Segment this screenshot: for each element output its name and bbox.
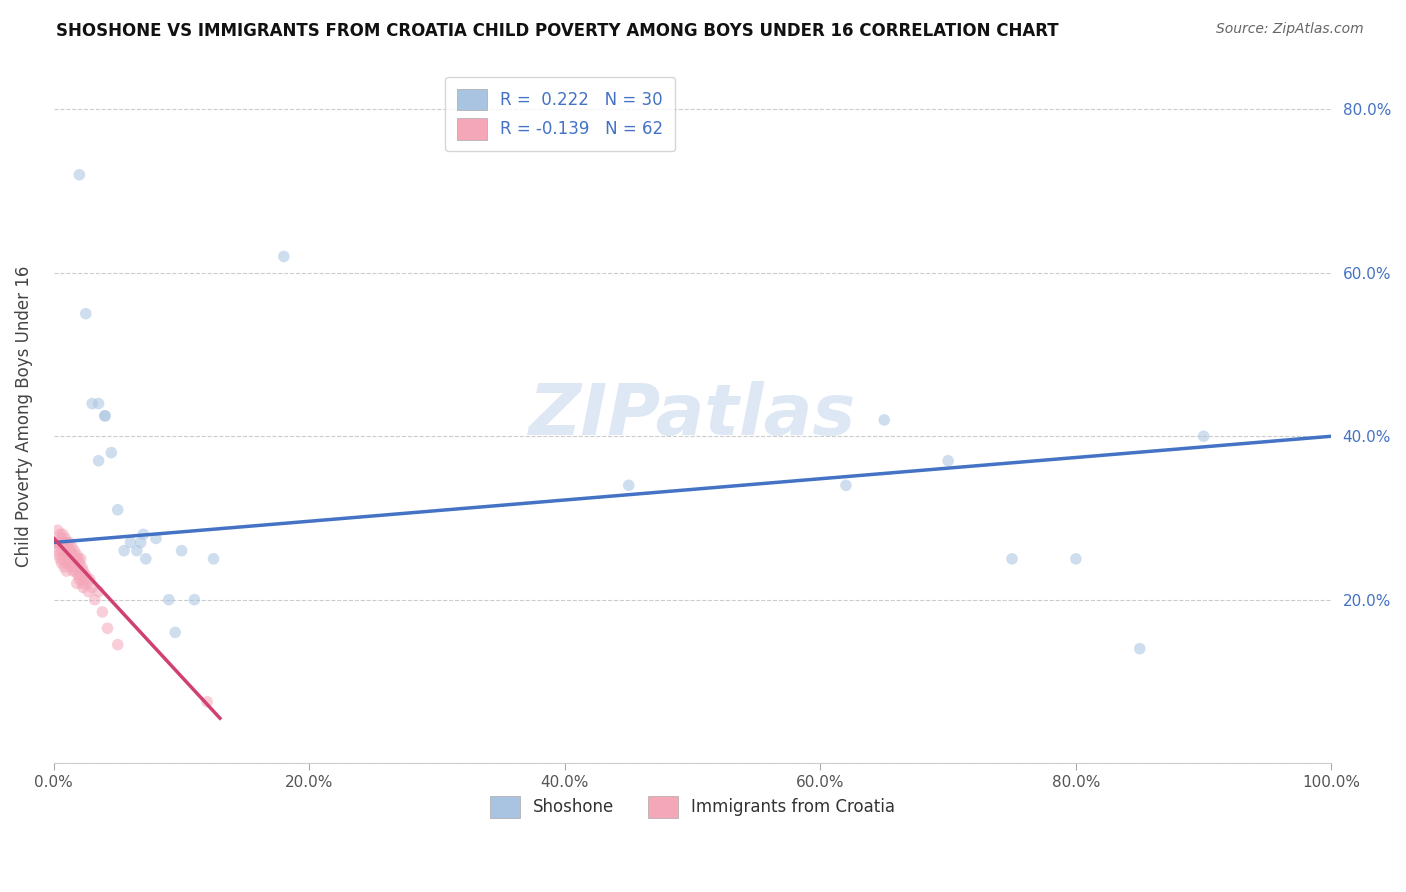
Point bbox=[51, 543, 73, 558]
Point bbox=[1129, 641, 1152, 656]
Point bbox=[107, 638, 129, 652]
Point bbox=[60, 540, 83, 554]
Point bbox=[69, 568, 91, 582]
Point bbox=[55, 535, 77, 549]
Point bbox=[53, 543, 76, 558]
Point bbox=[58, 535, 80, 549]
Point bbox=[51, 556, 73, 570]
Point bbox=[72, 581, 94, 595]
Point bbox=[145, 532, 167, 546]
Point bbox=[66, 548, 89, 562]
Point bbox=[67, 572, 90, 586]
Text: Source: ZipAtlas.com: Source: ZipAtlas.com bbox=[1216, 22, 1364, 37]
Text: ZIPatlas: ZIPatlas bbox=[529, 381, 856, 450]
Text: SHOSHONE VS IMMIGRANTS FROM CROATIA CHILD POVERTY AMONG BOYS UNDER 16 CORRELATIO: SHOSHONE VS IMMIGRANTS FROM CROATIA CHIL… bbox=[56, 22, 1059, 40]
Point bbox=[82, 396, 104, 410]
Point bbox=[72, 564, 94, 578]
Point bbox=[76, 576, 98, 591]
Point bbox=[69, 551, 91, 566]
Point bbox=[77, 584, 100, 599]
Point bbox=[73, 572, 96, 586]
Point bbox=[55, 564, 77, 578]
Point bbox=[107, 503, 129, 517]
Point bbox=[202, 551, 225, 566]
Point bbox=[79, 572, 101, 586]
Point bbox=[82, 581, 104, 595]
Point bbox=[63, 560, 86, 574]
Point bbox=[62, 564, 84, 578]
Legend: Shoshone, Immigrants from Croatia: Shoshone, Immigrants from Croatia bbox=[484, 789, 901, 824]
Point bbox=[48, 535, 70, 549]
Point bbox=[52, 551, 75, 566]
Point bbox=[165, 625, 187, 640]
Point bbox=[49, 527, 72, 541]
Point bbox=[91, 605, 114, 619]
Point bbox=[59, 543, 82, 558]
Point bbox=[67, 168, 90, 182]
Point bbox=[129, 535, 152, 549]
Y-axis label: Child Poverty Among Boys Under 16: Child Poverty Among Boys Under 16 bbox=[15, 265, 32, 566]
Point bbox=[46, 543, 69, 558]
Point bbox=[53, 532, 76, 546]
Point bbox=[53, 556, 76, 570]
Point bbox=[617, 478, 640, 492]
Point bbox=[170, 543, 193, 558]
Point bbox=[56, 556, 79, 570]
Point bbox=[100, 445, 122, 459]
Point bbox=[873, 413, 896, 427]
Point bbox=[1064, 551, 1087, 566]
Point bbox=[67, 556, 90, 570]
Point bbox=[49, 551, 72, 566]
Point bbox=[46, 523, 69, 537]
Point bbox=[183, 592, 205, 607]
Point bbox=[44, 535, 66, 549]
Point bbox=[45, 535, 67, 549]
Point bbox=[70, 576, 93, 591]
Point bbox=[195, 695, 218, 709]
Point bbox=[1192, 429, 1215, 443]
Point bbox=[120, 535, 142, 549]
Point bbox=[53, 560, 76, 574]
Point bbox=[59, 560, 82, 574]
Point bbox=[96, 621, 118, 635]
Point bbox=[75, 568, 97, 582]
Point bbox=[135, 551, 157, 566]
Point bbox=[63, 543, 86, 558]
Point bbox=[132, 527, 155, 541]
Point bbox=[55, 548, 77, 562]
Point bbox=[58, 551, 80, 566]
Point bbox=[56, 540, 79, 554]
Point bbox=[70, 560, 93, 574]
Point bbox=[48, 548, 70, 562]
Point bbox=[112, 543, 135, 558]
Point bbox=[49, 540, 72, 554]
Point bbox=[1001, 551, 1024, 566]
Point bbox=[157, 592, 180, 607]
Point bbox=[53, 548, 76, 562]
Point bbox=[60, 556, 83, 570]
Point bbox=[87, 584, 110, 599]
Point bbox=[936, 454, 959, 468]
Point bbox=[87, 454, 110, 468]
Point bbox=[835, 478, 858, 492]
Point bbox=[67, 568, 90, 582]
Point bbox=[62, 548, 84, 562]
Point bbox=[67, 551, 90, 566]
Point bbox=[83, 592, 105, 607]
Point bbox=[75, 307, 97, 321]
Point bbox=[94, 409, 117, 423]
Point bbox=[65, 551, 87, 566]
Point bbox=[65, 564, 87, 578]
Point bbox=[52, 540, 75, 554]
Point bbox=[87, 396, 110, 410]
Point bbox=[52, 527, 75, 541]
Point bbox=[125, 543, 148, 558]
Point bbox=[51, 532, 73, 546]
Point bbox=[94, 409, 117, 423]
Point bbox=[53, 535, 76, 549]
Point bbox=[273, 250, 295, 264]
Point bbox=[66, 576, 89, 591]
